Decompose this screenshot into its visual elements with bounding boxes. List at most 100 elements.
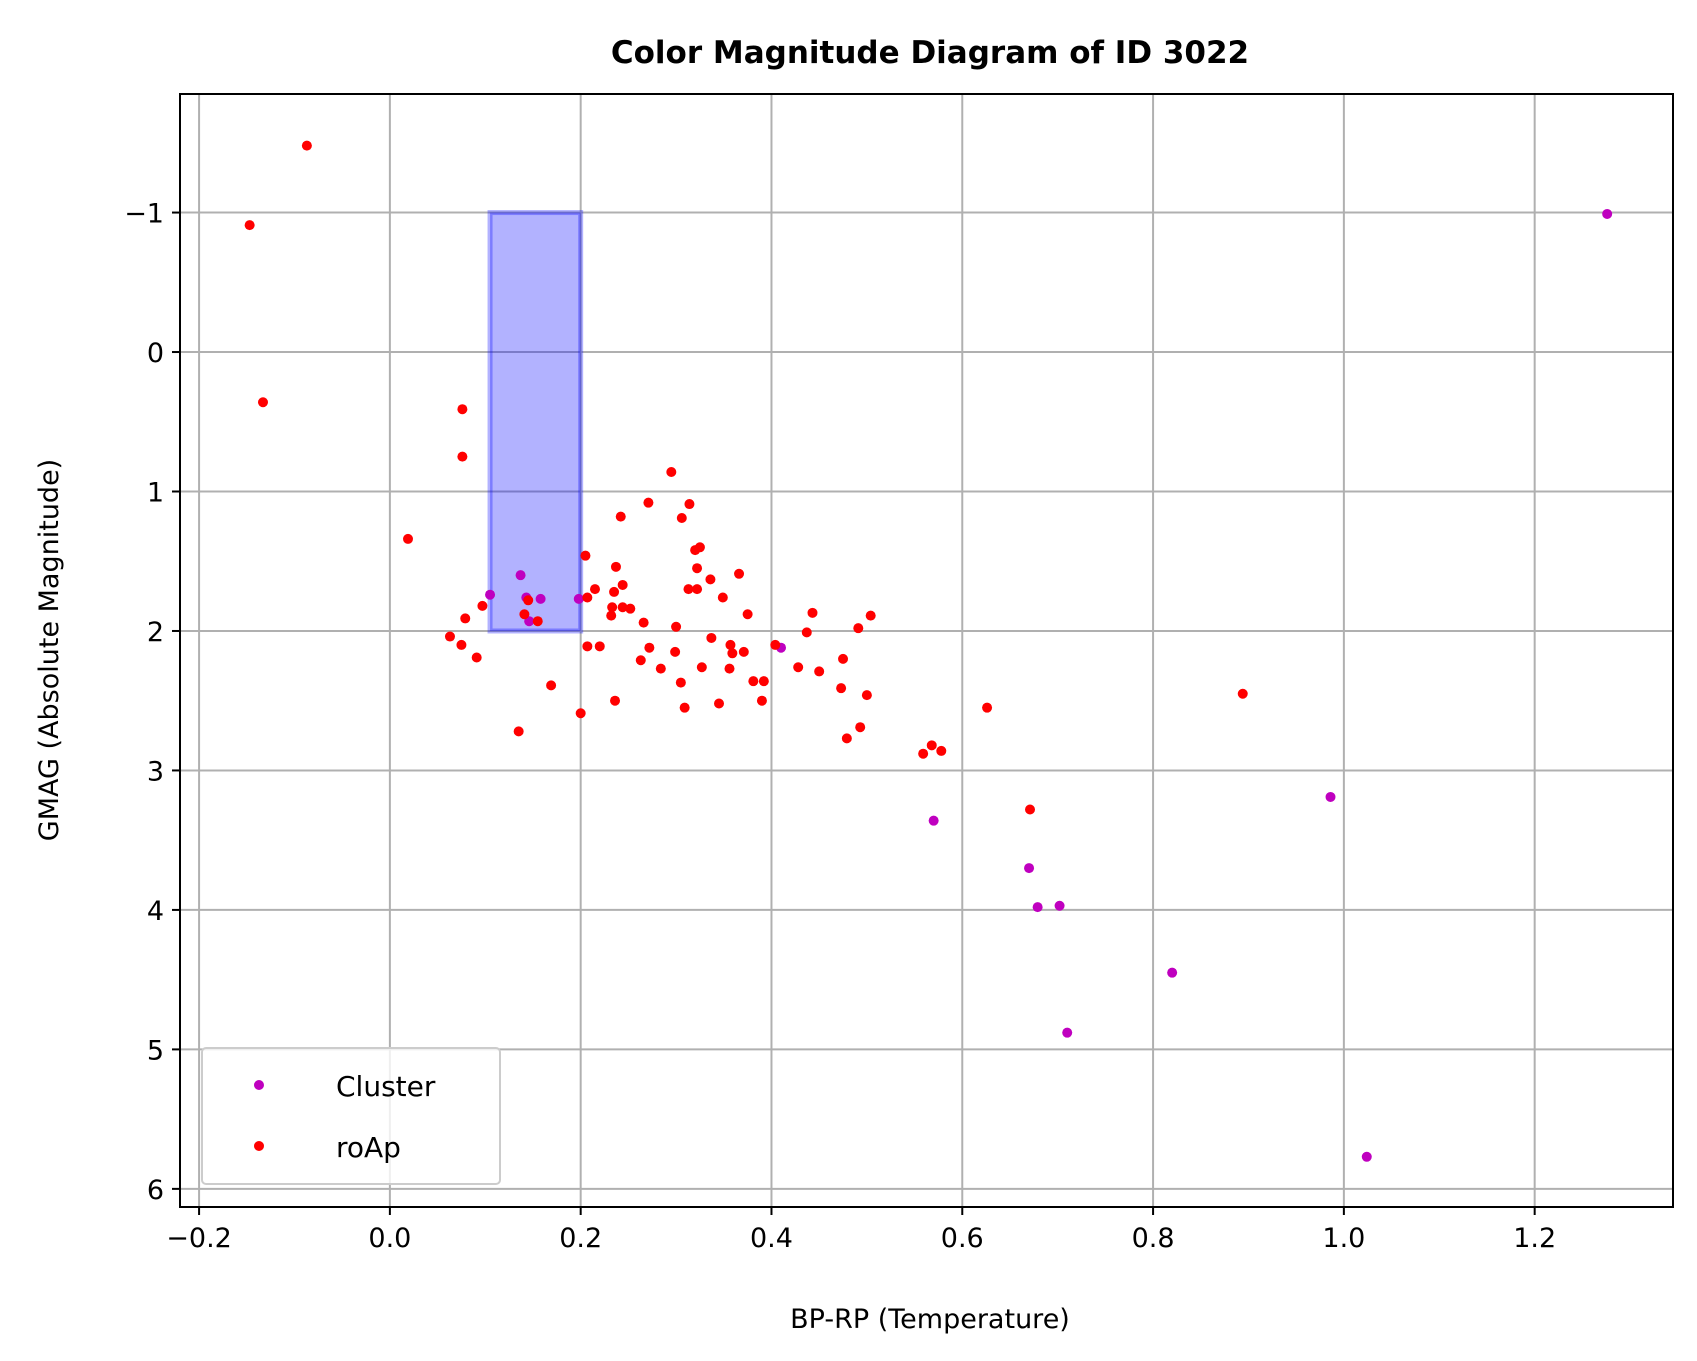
data-points — [244, 140, 1613, 1162]
data-point-roap — [606, 610, 617, 621]
data-point-roap — [532, 616, 543, 627]
data-point-roap — [724, 663, 735, 674]
highlight-region — [487, 210, 584, 634]
data-point-roap — [610, 561, 621, 572]
data-point-cluster — [515, 570, 526, 581]
data-point-roap — [705, 574, 716, 585]
data-point-roap — [836, 683, 847, 694]
x-tick-label: 1.0 — [1322, 1223, 1365, 1254]
x-tick-label: −0.2 — [166, 1223, 232, 1254]
data-point-roap — [655, 663, 666, 674]
grid — [180, 94, 1673, 1207]
data-point-roap — [865, 610, 876, 621]
data-point-roap — [814, 666, 825, 677]
legend: Cluster roAp — [201, 1047, 501, 1185]
data-point-roap — [471, 652, 482, 663]
data-point-roap — [575, 708, 586, 719]
y-tick-label: 6 — [147, 1175, 164, 1206]
y-axis-label: GMAG (Absolute Magnitude) — [34, 459, 65, 841]
data-point-roap — [582, 592, 593, 603]
data-point-roap — [607, 602, 618, 613]
y-tick-label: 1 — [147, 478, 164, 509]
data-point-roap — [257, 397, 268, 408]
data-point-roap — [477, 600, 488, 611]
data-point-roap — [580, 550, 591, 561]
data-point-roap — [679, 702, 690, 713]
y-tick-label: 4 — [147, 896, 164, 927]
data-point-roap — [444, 631, 455, 642]
data-point-roap — [625, 603, 636, 614]
x-axis-label: BP-RP (Temperature) — [790, 1304, 1070, 1335]
data-point-cluster — [1361, 1151, 1372, 1162]
data-point-roap — [457, 404, 468, 415]
data-point-cluster — [1062, 1027, 1073, 1038]
data-point-cluster — [485, 589, 496, 600]
data-point-roap — [725, 639, 736, 650]
data-point-roap — [855, 722, 866, 733]
data-point-roap — [841, 733, 852, 744]
data-point-roap — [694, 542, 705, 553]
data-point-roap — [666, 466, 677, 477]
data-point-roap — [793, 662, 804, 673]
data-point-roap — [807, 607, 818, 618]
data-point-cluster — [1024, 863, 1035, 874]
series-roap — [244, 140, 1248, 815]
data-point-roap — [982, 702, 993, 713]
x-tick-label: 1.2 — [1513, 1223, 1556, 1254]
data-point-roap — [615, 511, 626, 522]
data-point-roap — [594, 641, 605, 652]
data-point-roap — [644, 642, 655, 653]
data-point-roap — [696, 662, 707, 673]
data-point-roap — [676, 513, 687, 523]
data-point-roap — [403, 533, 414, 544]
y-tick-label: −1 — [124, 199, 164, 230]
legend-label-roap: roAp — [336, 1131, 401, 1164]
data-point-roap — [513, 726, 524, 737]
data-point-cluster — [535, 593, 546, 604]
data-point-roap — [638, 617, 649, 628]
data-point-roap — [758, 676, 769, 687]
legend-box — [201, 1047, 501, 1185]
data-point-cluster — [1325, 791, 1336, 802]
x-tick-label: 0.8 — [1132, 1223, 1175, 1254]
data-point-roap — [301, 140, 312, 151]
y-tick-label: 2 — [147, 617, 164, 648]
legend-label-cluster: Cluster — [336, 1070, 436, 1103]
data-point-roap — [918, 748, 929, 759]
data-point-roap — [748, 676, 759, 687]
plot-frame — [179, 93, 1674, 1208]
data-point-roap — [861, 690, 872, 701]
legend-marker-cluster — [254, 1080, 264, 1090]
series-cluster — [485, 208, 1613, 1162]
data-point-roap — [609, 586, 620, 597]
data-point-roap — [457, 451, 468, 462]
data-point-roap — [589, 584, 600, 595]
data-point-roap — [1237, 688, 1248, 699]
data-point-roap — [244, 220, 255, 231]
x-tick-label: 0.6 — [941, 1223, 984, 1254]
data-point-cluster — [928, 815, 939, 826]
data-point-roap — [692, 584, 703, 595]
y-tick-label: 3 — [147, 756, 164, 787]
data-point-cluster — [573, 593, 584, 604]
data-point-cluster — [1032, 902, 1043, 913]
data-point-roap — [706, 632, 717, 643]
data-point-roap — [734, 568, 745, 579]
data-point-cluster — [524, 616, 535, 627]
data-point-cluster — [1167, 967, 1178, 978]
data-point-roap — [519, 609, 530, 620]
data-point-roap — [610, 695, 621, 706]
data-point-roap — [675, 677, 686, 688]
x-tick-label: 0.4 — [750, 1223, 793, 1254]
data-point-roap — [717, 592, 728, 603]
data-point-roap — [460, 613, 471, 624]
data-point-roap — [738, 646, 749, 657]
data-point-roap — [582, 641, 593, 652]
y-tick-label: 0 — [147, 338, 164, 369]
chart-title: Color Magnitude Diagram of ID 3022 — [611, 35, 1249, 71]
data-point-roap — [684, 499, 695, 510]
legend-marker-roap — [254, 1141, 264, 1151]
data-point-roap — [635, 655, 646, 666]
data-point-roap — [643, 497, 654, 508]
